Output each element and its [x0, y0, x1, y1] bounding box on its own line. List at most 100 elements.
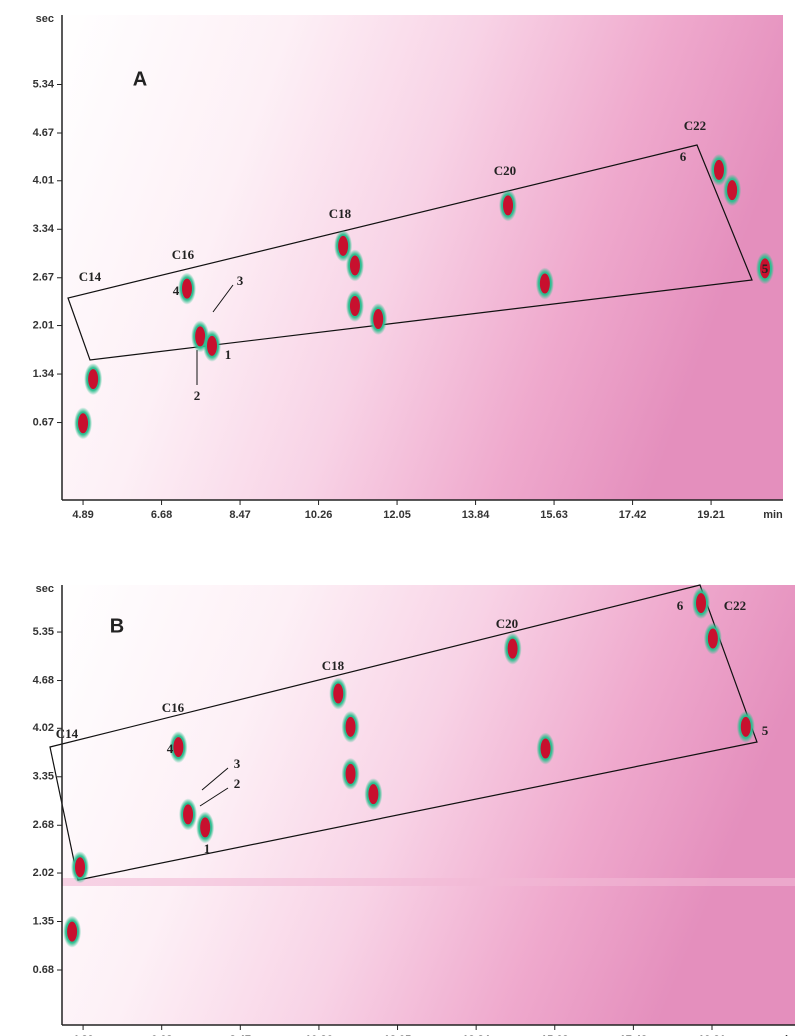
x-tick-label: 15.63: [541, 1034, 569, 1036]
arrow: [212, 284, 234, 313]
peak: [173, 737, 184, 758]
series-annotation: C18: [322, 658, 345, 673]
peak: [67, 921, 78, 942]
peak: [75, 857, 86, 878]
peak: [696, 593, 707, 614]
peak-label: 2: [194, 388, 201, 403]
x-tick-label: 12.05: [383, 509, 411, 521]
x-tick-label: 19.21: [698, 1034, 726, 1036]
series-annotation: C22: [684, 118, 706, 133]
y-tick-label: 3.35: [33, 771, 54, 783]
y-tick-label: 1.35: [33, 915, 54, 927]
x-axis-label: min: [763, 509, 783, 521]
arrow: [201, 767, 229, 791]
series-annotation: C16: [162, 700, 185, 715]
series-annotation: C16: [172, 247, 195, 262]
peak-label: 2: [234, 776, 241, 791]
peak: [368, 784, 379, 805]
peak-label: 5: [762, 261, 769, 276]
x-tick-label: 8.47: [229, 509, 250, 521]
y-tick-label: 3.34: [33, 223, 55, 235]
peak: [333, 683, 344, 704]
peak: [349, 296, 360, 316]
peak-label: 1: [204, 841, 211, 856]
y-tick-label: 4.02: [33, 722, 54, 734]
y-tick-label: 4.68: [33, 674, 54, 686]
y-tick-label: 5.34: [33, 78, 55, 90]
region-box: [67, 144, 753, 361]
y-tick-label: 2.01: [33, 319, 54, 331]
peak-label: 5: [762, 723, 769, 738]
y-tick-label: 0.67: [33, 416, 54, 428]
peak: [206, 335, 217, 356]
x-tick-label: 8.47: [230, 1034, 251, 1036]
x-axis-label: min: [775, 1034, 795, 1036]
series-annotation: C20: [494, 163, 516, 178]
y-tick-label: 2.67: [33, 272, 54, 284]
x-tick-label: 4.89: [72, 509, 93, 521]
y-axis-label: sec: [36, 13, 54, 25]
x-tick-label: 13.84: [462, 1034, 490, 1036]
peak: [760, 258, 771, 279]
arrow: [199, 787, 229, 807]
y-tick-label: 5.35: [33, 626, 54, 638]
peak: [540, 738, 551, 759]
peak: [181, 278, 192, 299]
panel-title: A: [133, 68, 147, 90]
series-annotation: C20: [496, 616, 518, 631]
x-tick-label: 6.68: [151, 1034, 172, 1036]
x-tick-label: 17.42: [619, 509, 647, 521]
y-tick-label: 2.02: [33, 867, 54, 879]
plot-background: [62, 15, 783, 500]
peak: [507, 638, 518, 659]
peak: [183, 804, 194, 825]
peak-label: 3: [237, 273, 244, 288]
region-box: [49, 584, 758, 881]
panel-title: B: [110, 615, 124, 637]
x-tick-label: 15.63: [540, 509, 568, 521]
panel-a: 4.89 6.68 8.47 10.26 12.05 13.84 15.63 17.42 19.…: [33, 13, 783, 521]
peak-label: 4: [173, 283, 180, 298]
peak: [539, 273, 550, 294]
x-tick-label: 4.89: [72, 1034, 93, 1036]
peak: [345, 763, 356, 784]
peak: [713, 159, 724, 180]
x-tick-label: 17.42: [620, 1034, 648, 1036]
x-tick-label: 10.26: [305, 1034, 333, 1036]
x-tick-label: 6.68: [151, 509, 172, 521]
peak-label: 6: [680, 149, 687, 164]
peak: [345, 716, 356, 737]
peak: [88, 369, 99, 390]
peak: [503, 195, 514, 216]
peak: [707, 628, 718, 649]
peak-label: 3: [234, 756, 241, 771]
y-tick-label: 0.68: [33, 964, 54, 976]
peak: [373, 309, 384, 330]
y-tick-label: 1.34: [33, 368, 55, 380]
peak: [338, 235, 349, 256]
peak: [349, 255, 360, 276]
series-annotation: C22: [724, 598, 746, 613]
panel-b: 4.89 6.68 8.47 10.26 12.05 13.84 15.63 17.42 19.…: [33, 583, 795, 1036]
x-tick-label: 19.21: [697, 509, 725, 521]
y-tick-label: 4.67: [33, 127, 54, 139]
x-tick-label: 12.05: [384, 1034, 412, 1036]
series-annotation: C14: [79, 269, 102, 284]
peak-label: 1: [225, 347, 232, 362]
peak: [78, 413, 89, 434]
peak: [195, 326, 206, 347]
y-axis-label: sec: [36, 583, 54, 595]
peak-label: 4: [167, 741, 174, 756]
peak: [200, 817, 211, 838]
peak: [727, 180, 738, 201]
x-tick-label: 13.84: [462, 509, 490, 521]
y-tick-label: 4.01: [33, 175, 54, 187]
y-tick-label: 2.68: [33, 819, 54, 831]
plot-background: [62, 585, 795, 1025]
x-tick-label: 10.26: [305, 509, 333, 521]
peak-label: 6: [677, 598, 684, 613]
series-annotation: C14: [56, 726, 79, 741]
peak: [740, 716, 751, 737]
series-annotation: C18: [329, 206, 352, 221]
